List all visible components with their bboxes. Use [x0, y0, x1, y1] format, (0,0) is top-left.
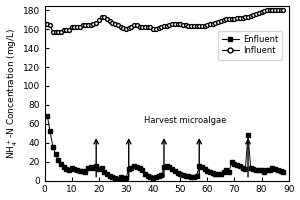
Y-axis label: NH$_4^+$-N Concentration (mg/L): NH$_4^+$-N Concentration (mg/L)	[6, 27, 20, 159]
Legend: Enfluent, Influent: Enfluent, Influent	[218, 31, 282, 60]
Text: Harvest microalgae: Harvest microalgae	[145, 116, 227, 125]
